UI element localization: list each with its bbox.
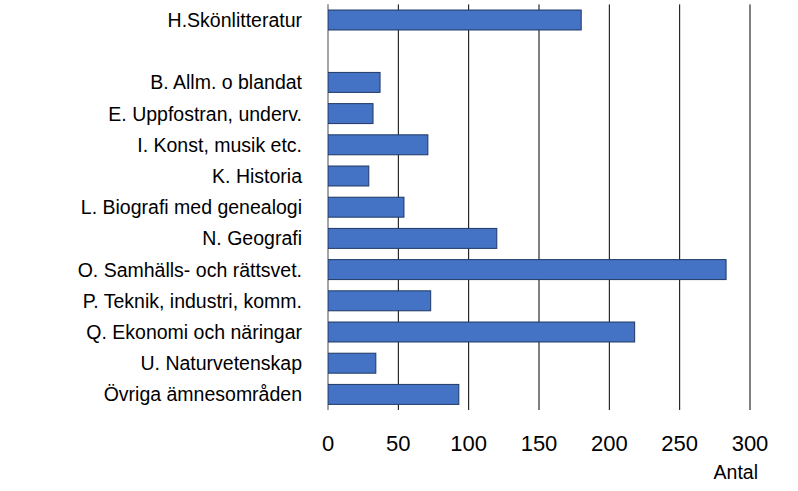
category-label: I. Konst, musik etc. [137, 134, 302, 156]
tick-label: 50 [386, 431, 410, 456]
category-label: N. Geografi [202, 227, 302, 249]
bar [328, 197, 404, 217]
chart: 0 50 100 150 200 250 300 H.Skönlitteratur B. All… [0, 0, 798, 491]
tick-label: 300 [732, 431, 769, 456]
category-label: E. Uppfostran, underv. [108, 103, 302, 125]
bar [328, 322, 635, 342]
category-label: O. Samhälls- och rättsvet. [78, 259, 302, 281]
category-label: H.Skönlitteratur [168, 9, 303, 31]
category-label: P. Teknik, industri, komm. [83, 290, 302, 312]
bar [328, 228, 497, 248]
grid-line [609, 4, 610, 410]
bars [328, 10, 726, 404]
tick-label: 200 [591, 431, 628, 456]
grid-line [539, 4, 540, 410]
tick-label: 100 [450, 431, 487, 456]
bar [328, 353, 376, 373]
grid-line [750, 4, 751, 410]
category-label: B. Allm. o blandat [150, 71, 302, 93]
grid-line [679, 4, 680, 410]
category-label: L. Biografi med genealogi [81, 196, 302, 218]
axis-label: Antal [714, 461, 758, 483]
bar [328, 10, 581, 30]
bar [328, 104, 373, 124]
category-label: U. Naturvetenskap [141, 352, 303, 374]
bar [328, 384, 459, 404]
bar [328, 260, 726, 280]
bar [328, 72, 380, 92]
bar [328, 166, 369, 186]
tick-label: 150 [521, 431, 558, 456]
bar [328, 291, 431, 311]
grid-line [468, 4, 469, 410]
tick-label: 0 [322, 431, 334, 456]
bar [328, 135, 428, 155]
category-label: Q. Ekonomi och näringar [86, 321, 302, 343]
category-label: K. Historia [212, 165, 302, 187]
tick-label: 250 [661, 431, 698, 456]
category-label: Övriga ämnesområden [104, 383, 302, 405]
